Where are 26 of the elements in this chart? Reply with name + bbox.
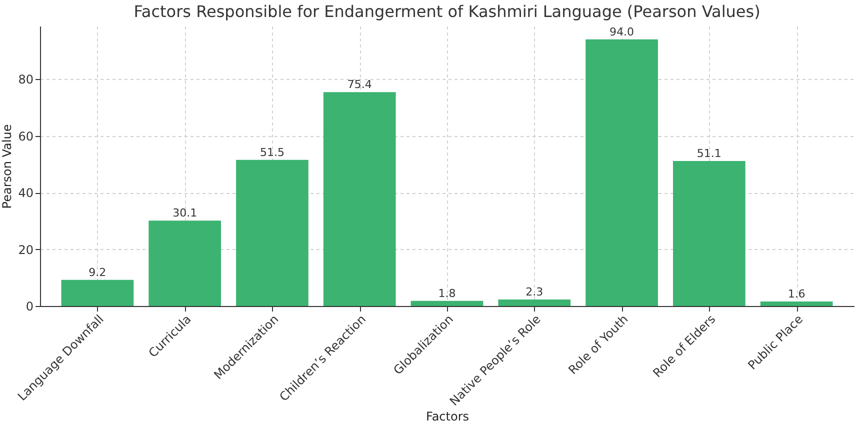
y-tick-label: 0 <box>26 300 34 314</box>
bar <box>61 280 134 306</box>
data-label: 51.1 <box>696 147 722 160</box>
data-label: 94.0 <box>610 25 634 38</box>
bar <box>323 92 396 306</box>
y-tick-label: 20 <box>18 242 34 257</box>
y-tick-label: 40 <box>18 186 34 200</box>
y-axis-title: Pearson Value <box>0 124 14 209</box>
bar <box>672 161 746 306</box>
bar <box>498 299 571 306</box>
bar <box>148 220 222 306</box>
bar <box>586 39 658 306</box>
data-label: 9.2 <box>88 266 106 279</box>
data-label: 2.3 <box>526 285 544 298</box>
data-label: 51.5 <box>260 146 284 159</box>
data-label: 75.4 <box>347 78 372 92</box>
data-label: 1.6 <box>788 287 806 300</box>
data-label: 30.1 <box>172 206 198 220</box>
y-tick-label: 80 <box>18 72 34 87</box>
bar <box>236 160 308 306</box>
x-axis-title: Factors <box>426 410 469 424</box>
bar <box>410 300 484 306</box>
chart-title: Factors Responsible for Endangerment of Kashmiri Language (Pearson Values) <box>134 2 760 21</box>
y-tick-label: 60 <box>18 129 34 144</box>
data-label: 1.8 <box>438 286 456 300</box>
bar <box>760 301 833 306</box>
